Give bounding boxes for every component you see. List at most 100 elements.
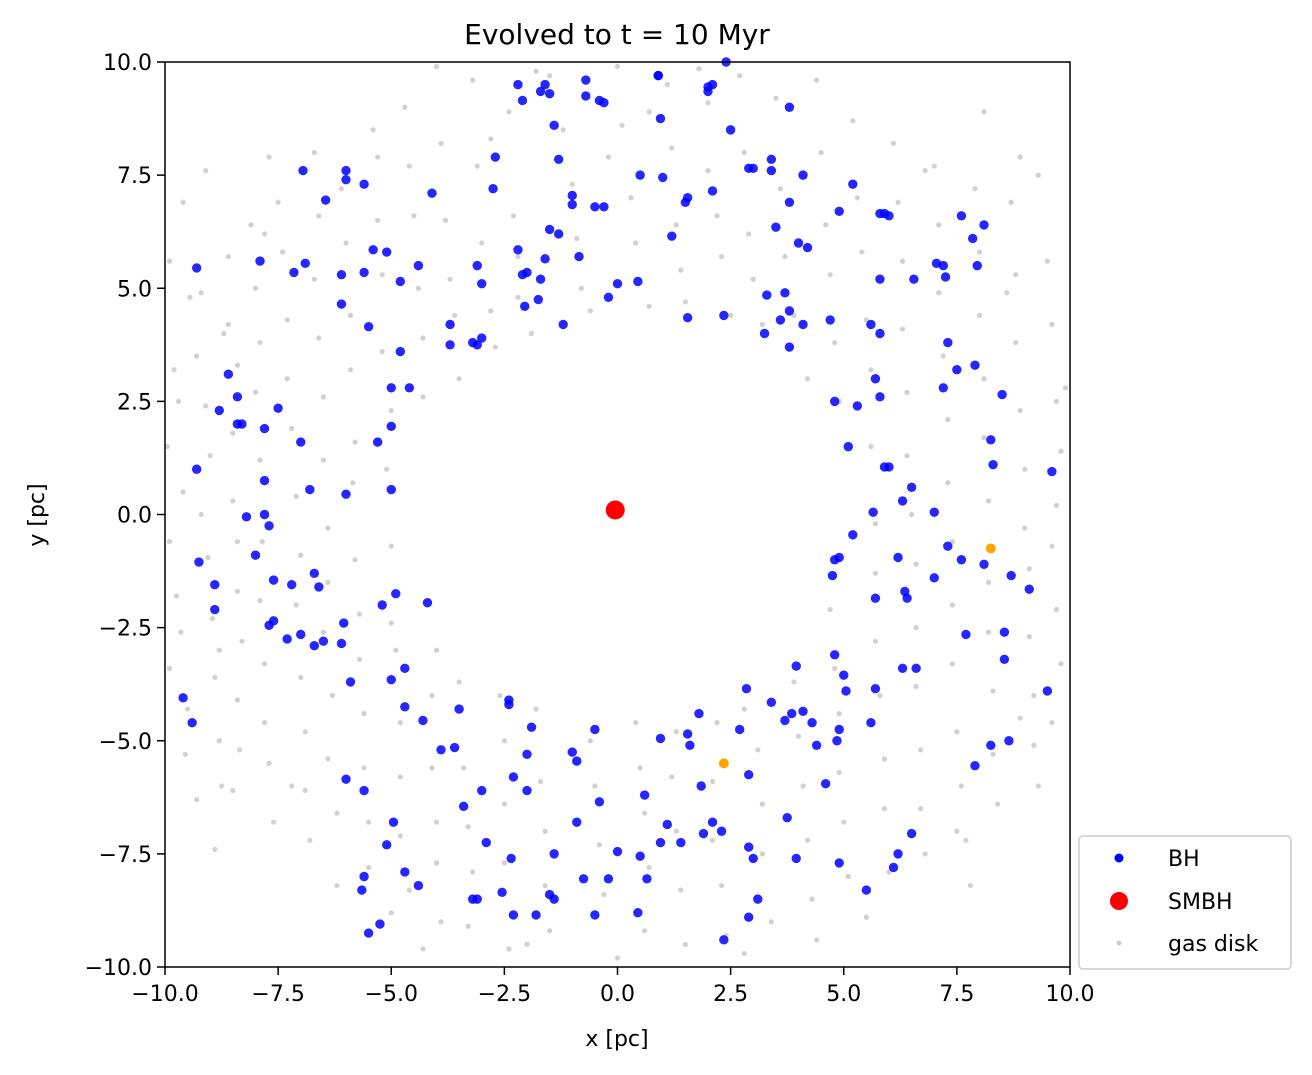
bh-point	[909, 274, 919, 284]
bh-point	[445, 340, 455, 350]
gas-disk-point	[316, 213, 322, 219]
gas-disk-point	[804, 837, 811, 843]
bh-point	[214, 405, 224, 416]
gas-disk-point	[338, 186, 345, 192]
gas-disk-point	[284, 317, 290, 323]
gas-disk-point	[261, 720, 268, 726]
bh-point	[382, 840, 392, 850]
gas-disk-point	[587, 738, 593, 744]
bh-point	[187, 717, 197, 728]
bh-point	[477, 333, 487, 343]
gas-disk-point	[248, 222, 254, 228]
bh-point	[506, 853, 516, 864]
bh-point	[843, 441, 853, 452]
gas-disk-point	[709, 837, 716, 843]
gas-disk-point	[259, 539, 265, 545]
gas-disk-point	[447, 276, 453, 282]
bh-point	[986, 435, 996, 445]
bh-point	[653, 70, 663, 81]
bh-point	[943, 337, 953, 348]
bh-point	[513, 79, 523, 90]
bh-point	[468, 337, 478, 348]
gas-disk-point	[669, 145, 675, 151]
bh-point	[581, 91, 591, 101]
gas-disk-point	[384, 466, 390, 472]
legend-smbh-label: SMBH	[1168, 890, 1233, 915]
gas-disk-point	[714, 213, 720, 219]
gas-disk-point	[178, 629, 184, 635]
bh-point	[662, 819, 672, 830]
gas-disk-point	[845, 873, 851, 880]
bh-point	[999, 654, 1010, 664]
bh-point	[194, 557, 204, 567]
bh-point	[694, 708, 704, 719]
gas-disk-point	[1035, 172, 1041, 178]
gas-disk-point	[230, 787, 236, 794]
gas-disk-point	[370, 127, 376, 133]
bh-point	[875, 208, 885, 219]
gas-disk-point	[433, 647, 440, 653]
bh-point	[567, 199, 577, 210]
gas-disk-point	[737, 72, 743, 79]
x-tick-label: −7.5	[251, 982, 304, 1007]
gas-disk-point	[1049, 543, 1055, 549]
gas-disk-point	[795, 733, 802, 739]
gas-disk-point	[388, 620, 394, 626]
bh-point	[522, 749, 532, 760]
gas-disk-point	[510, 213, 517, 219]
legend: BH SMBH gas disk	[1078, 835, 1292, 970]
gas-disk-point	[194, 796, 200, 803]
bh-point	[549, 849, 559, 859]
gas-disk-point	[406, 887, 412, 893]
gas-disk-point	[524, 941, 530, 947]
gas-disk-point	[237, 747, 243, 753]
bh-point	[929, 573, 939, 583]
bh-point	[578, 874, 589, 884]
gas-disk-point	[633, 240, 639, 246]
gas-disk-point	[501, 860, 507, 866]
gas-disk-point	[230, 430, 236, 436]
gas-disk-point	[1044, 258, 1050, 264]
gas-disk-point	[800, 783, 806, 789]
bh-point	[782, 812, 792, 823]
gas-disk-point	[343, 240, 349, 246]
bh-point	[223, 369, 234, 379]
bh-point	[841, 686, 851, 696]
gas-disk-point	[366, 819, 372, 825]
bh-point	[952, 365, 962, 375]
bh-point	[298, 165, 308, 176]
gas-disk-point	[492, 344, 498, 350]
gas-disk-point	[614, 63, 621, 70]
gas-disk-point	[872, 520, 879, 527]
gas-disk-point	[985, 498, 992, 504]
bh-point	[341, 774, 351, 784]
bh-point	[357, 885, 367, 895]
bh-point	[956, 555, 967, 565]
gas-disk-point	[1058, 448, 1064, 454]
gas-disk-point	[465, 824, 471, 830]
bh-point	[314, 582, 324, 592]
bh-point	[318, 636, 329, 646]
bh-point	[599, 202, 609, 212]
gas-disk-point	[899, 258, 906, 264]
bh-point	[748, 853, 758, 864]
bh-point	[264, 521, 274, 531]
bh-point	[535, 86, 546, 97]
gas-disk-point	[922, 168, 928, 174]
bh-point	[655, 113, 666, 124]
bh-point	[427, 188, 437, 198]
gas-disk-point	[474, 163, 480, 169]
gas-disk-point	[347, 367, 354, 373]
bh-point	[655, 837, 666, 848]
gas-disk-point	[212, 674, 218, 681]
bh-point	[341, 174, 351, 185]
gas-disk-point	[388, 543, 394, 549]
gas-disk-point	[488, 136, 494, 142]
gas-disk-point	[854, 195, 860, 201]
bh-point	[255, 256, 265, 266]
gas-disk-point	[218, 783, 225, 789]
gas-disk-point	[433, 860, 440, 866]
bh-point	[762, 290, 772, 300]
gas-disk-point	[252, 285, 259, 291]
gas-disk-point	[818, 149, 824, 156]
